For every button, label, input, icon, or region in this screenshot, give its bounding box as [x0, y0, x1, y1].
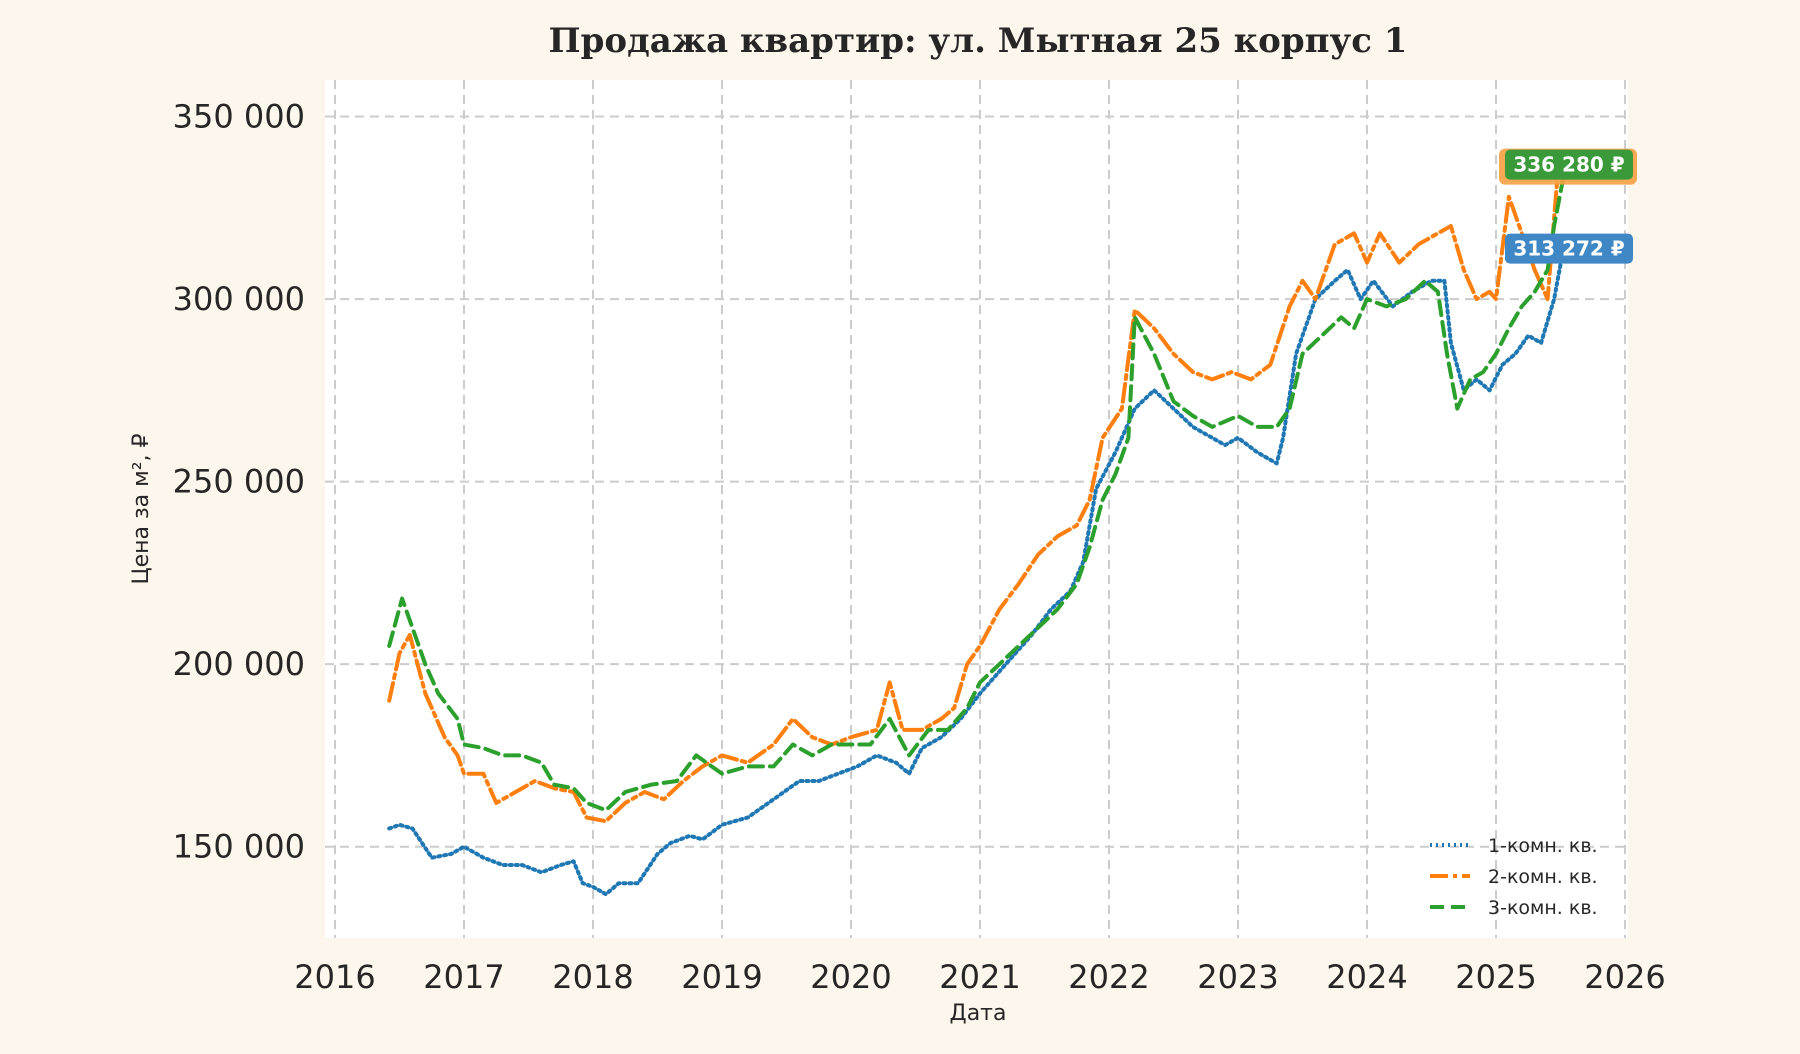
plot-area: [325, 80, 1628, 938]
x-tick-label: 2019: [681, 958, 762, 996]
y-tick-label: 200 000: [173, 645, 305, 683]
y-axis-label: Цена за м², ₽: [129, 433, 154, 584]
series-line: [387, 176, 1566, 813]
legend-label: 3-комн. кв.: [1488, 897, 1598, 919]
legend-label: 2-комн. кв.: [1488, 866, 1598, 888]
value-badges: 336 280 ₽ 313 272 ₽: [1499, 148, 1637, 264]
series-line: [387, 164, 1566, 824]
x-tick-label: 2025: [1455, 958, 1536, 996]
x-tick-label: 2023: [1197, 958, 1278, 996]
x-tick-label: 2022: [1068, 958, 1149, 996]
y-tick-label: 350 000: [173, 98, 305, 136]
y-tick-label: 250 000: [173, 463, 305, 501]
tick-labels: 2016 2017 2018 2019 2020 2021 2022 2023 2024 2025…: [173, 98, 1666, 996]
legend-label: 1-комн. кв.: [1488, 835, 1598, 857]
y-tick-label: 300 000: [173, 280, 305, 318]
x-tick-label: 2021: [939, 958, 1020, 996]
x-tick-label: 2026: [1584, 958, 1665, 996]
chart-title: Продажа квартир: ул. Мытная 25 корпус 1: [549, 21, 1408, 61]
value-badge: [1505, 149, 1633, 180]
value-badge-label: 336 280 ₽: [1513, 153, 1624, 177]
x-tick-label: 2016: [294, 958, 375, 996]
x-tick-label: 2024: [1326, 958, 1407, 996]
x-axis-label: Дата: [950, 1001, 1007, 1026]
x-tick-label: 2017: [423, 958, 504, 996]
value-badge-label: 313 272 ₽: [1513, 237, 1624, 261]
x-tick-label: 2020: [810, 958, 891, 996]
series-lines: [387, 164, 1566, 897]
y-tick-label: 150 000: [173, 828, 305, 866]
x-tick-label: 2018: [552, 958, 633, 996]
value-badge: [1505, 233, 1633, 264]
legend: 1-комн. кв. 2-комн. кв. 3-комн. кв.: [1430, 835, 1598, 919]
